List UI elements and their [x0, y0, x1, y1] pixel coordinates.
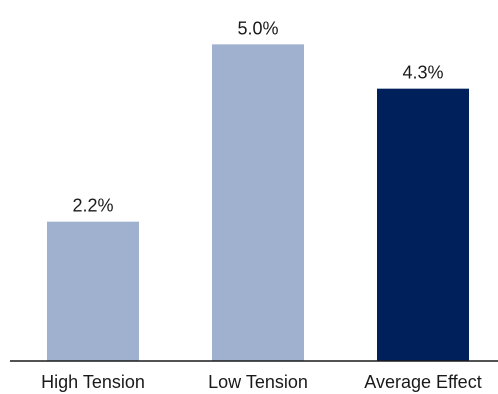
- data-label-high-tension: 2.2%: [72, 196, 113, 216]
- data-labels-layer: 2.2% 5.0% 4.3%: [72, 18, 443, 215]
- bar-high-tension: [47, 221, 139, 361]
- category-label-high-tension: High Tension: [41, 372, 145, 392]
- category-label-average-effect: Average Effect: [364, 372, 481, 392]
- bar-low-tension: [212, 44, 304, 361]
- category-labels-layer: High Tension Low Tension Average Effect: [41, 372, 482, 392]
- category-label-low-tension: Low Tension: [208, 372, 308, 392]
- bar-average-effect: [377, 88, 469, 362]
- bars-layer: [47, 44, 469, 362]
- data-label-low-tension: 5.0%: [237, 18, 278, 38]
- data-label-average-effect: 4.3%: [402, 63, 443, 83]
